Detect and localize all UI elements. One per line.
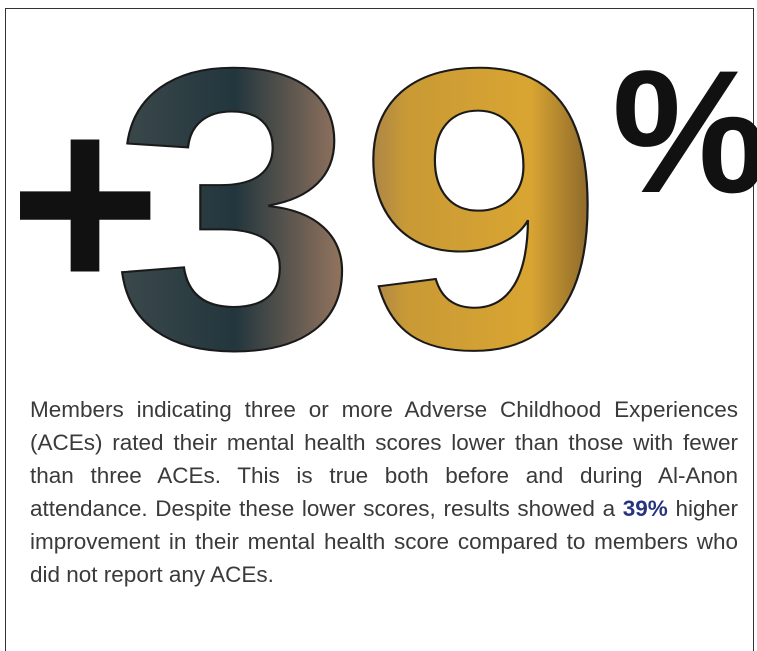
- headline-unit: %: [612, 35, 757, 230]
- headline: + 39 %: [0, 0, 757, 390]
- headline-number: 39: [112, 0, 604, 390]
- highlight: 39%: [623, 496, 668, 521]
- body-paragraph: Members indicating three or more Adverse…: [30, 393, 738, 591]
- page: {"headline": {"sign": "+", "number": "39…: [0, 0, 757, 651]
